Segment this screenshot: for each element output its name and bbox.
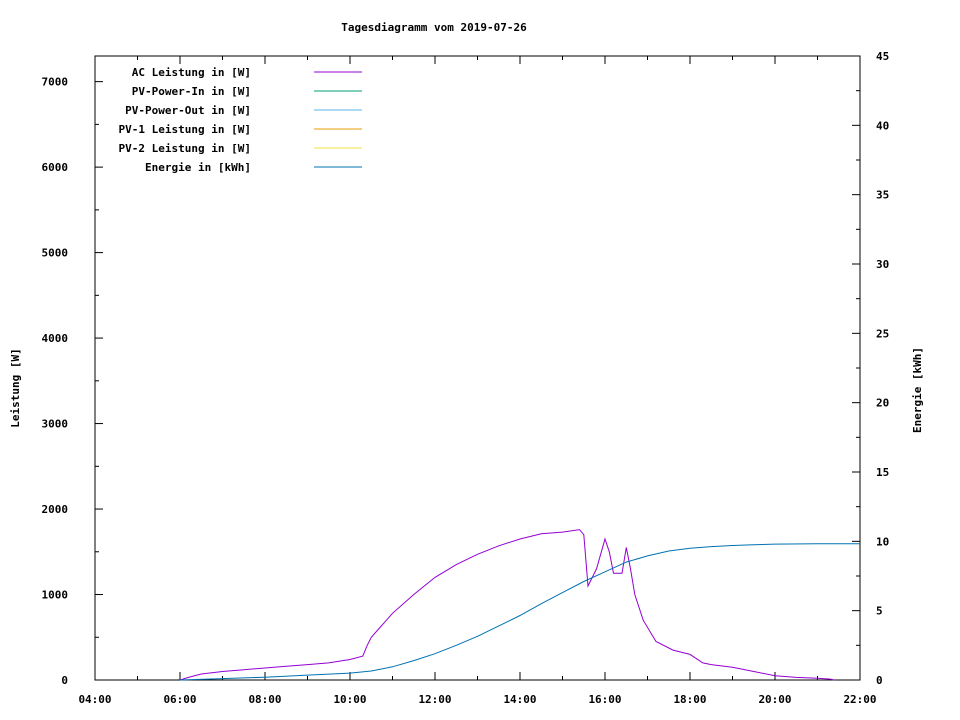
ticks-layer: 04:00 06:00 08:00 10:00 12:00 14:00 16:00 18:00… xyxy=(42,50,890,706)
y-tick-label: 3000 xyxy=(42,418,69,431)
y-tick-label: 4000 xyxy=(42,332,69,345)
y2-tick-label: 0 xyxy=(876,674,883,687)
y-tick-label: 0 xyxy=(61,674,68,687)
y2-tick-label: 15 xyxy=(876,466,889,479)
y-tick-label: 2000 xyxy=(42,503,69,516)
legend: AC Leistung in [W] PV-Power-In in [W] PV-P… xyxy=(119,66,362,174)
legend-label: PV-Power-Out in [W] xyxy=(125,104,251,117)
x-tick-label: 20:00 xyxy=(758,693,791,706)
y2-tick-label: 5 xyxy=(876,605,883,618)
series-line-5 xyxy=(179,543,860,681)
y2-tick-label: 25 xyxy=(876,327,889,340)
x-tick-label: 10:00 xyxy=(333,693,366,706)
y2-tick-label: 40 xyxy=(876,119,889,132)
y2-tick-label: 45 xyxy=(876,50,889,63)
y2-tick-label: 20 xyxy=(876,397,889,410)
y2-axis-label: Energie [kWh] xyxy=(911,347,924,433)
y2-tick-label: 30 xyxy=(876,258,889,271)
legend-label: AC Leistung in [W] xyxy=(132,66,251,79)
x-tick-label: 12:00 xyxy=(418,693,451,706)
x-tick-label: 18:00 xyxy=(673,693,706,706)
y-tick-label: 7000 xyxy=(42,76,69,89)
y2-tick-label: 35 xyxy=(876,189,889,202)
chart-title: Tagesdiagramm vom 2019-07-26 xyxy=(341,21,527,34)
legend-label: Energie in [kWh] xyxy=(145,161,251,174)
legend-label: PV-1 Leistung in [W] xyxy=(119,123,251,136)
y-tick-label: 6000 xyxy=(42,161,69,174)
y-axis-label: Leistung [W] xyxy=(9,348,22,427)
x-tick-label: 08:00 xyxy=(248,693,281,706)
legend-label: PV-Power-In in [W] xyxy=(132,85,251,98)
x-tick-label: 14:00 xyxy=(503,693,536,706)
x-tick-label: 06:00 xyxy=(163,693,196,706)
series-line-0 xyxy=(179,529,835,681)
legend-label: PV-2 Leistung in [W] xyxy=(119,142,251,155)
x-tick-label: 16:00 xyxy=(588,693,621,706)
series-layer xyxy=(179,529,860,681)
x-tick-label: 04:00 xyxy=(78,693,111,706)
y-tick-label: 1000 xyxy=(42,589,69,602)
y2-tick-label: 10 xyxy=(876,535,889,548)
x-tick-label: 22:00 xyxy=(843,693,876,706)
y-tick-label: 5000 xyxy=(42,247,69,260)
